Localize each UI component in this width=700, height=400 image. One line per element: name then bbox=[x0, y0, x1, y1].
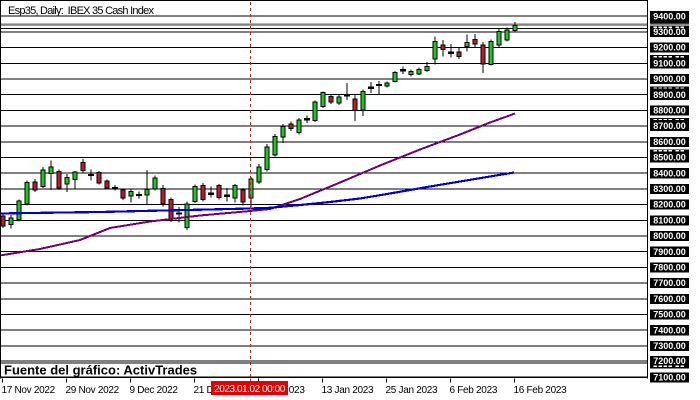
svg-text:7600.00: 7600.00 bbox=[653, 294, 686, 304]
svg-text:17 Nov 2022: 17 Nov 2022 bbox=[2, 385, 56, 396]
svg-text:8800.00: 8800.00 bbox=[653, 106, 686, 116]
svg-text:25 Jan 2023: 25 Jan 2023 bbox=[386, 385, 438, 396]
svg-text:8300.00: 8300.00 bbox=[653, 184, 686, 194]
svg-text:8600.00: 8600.00 bbox=[653, 137, 686, 147]
svg-text:7100.00: 7100.00 bbox=[653, 372, 686, 382]
svg-text:7800.00: 7800.00 bbox=[653, 263, 686, 273]
svg-text:7400.00: 7400.00 bbox=[653, 325, 686, 335]
svg-text:16 Feb 2023: 16 Feb 2023 bbox=[514, 385, 568, 396]
svg-text:8400.00: 8400.00 bbox=[653, 168, 686, 178]
svg-text:7300.00: 7300.00 bbox=[653, 341, 686, 351]
svg-text:6 Feb 2023: 6 Feb 2023 bbox=[450, 385, 498, 396]
svg-text:Esp35, Daily: IBEX 35 Cash In: Esp35, Daily: IBEX 35 Cash Index bbox=[8, 5, 154, 17]
svg-text:9 Dec 2022: 9 Dec 2022 bbox=[130, 385, 179, 396]
svg-text:9400.00: 9400.00 bbox=[653, 11, 686, 21]
svg-text:Fuente del gráfico: ActivTrade: Fuente del gráfico: ActivTrades bbox=[4, 363, 197, 378]
svg-text:2023.01.02 00:00: 2023.01.02 00:00 bbox=[214, 384, 286, 395]
svg-text:7900.00: 7900.00 bbox=[653, 247, 686, 257]
svg-text:13 Jan 2023: 13 Jan 2023 bbox=[322, 385, 374, 396]
svg-text:7200.00: 7200.00 bbox=[653, 356, 686, 366]
svg-text:8500.00: 8500.00 bbox=[653, 153, 686, 163]
svg-text:8100.00: 8100.00 bbox=[653, 215, 686, 225]
svg-text:023: 023 bbox=[289, 385, 306, 396]
svg-text:8900.00: 8900.00 bbox=[653, 90, 686, 100]
svg-text:9000.00: 9000.00 bbox=[653, 74, 686, 84]
svg-text:9200.00: 9200.00 bbox=[653, 43, 686, 53]
svg-text:8700.00: 8700.00 bbox=[653, 121, 686, 131]
svg-text:7700.00: 7700.00 bbox=[653, 278, 686, 288]
svg-text:8000.00: 8000.00 bbox=[653, 231, 686, 241]
svg-text:7500.00: 7500.00 bbox=[653, 310, 686, 320]
svg-text:8200.00: 8200.00 bbox=[653, 200, 686, 210]
svg-text:9300.00: 9300.00 bbox=[653, 27, 686, 37]
svg-text:29 Nov 2022: 29 Nov 2022 bbox=[66, 385, 120, 396]
svg-text:9100.00: 9100.00 bbox=[653, 58, 686, 68]
